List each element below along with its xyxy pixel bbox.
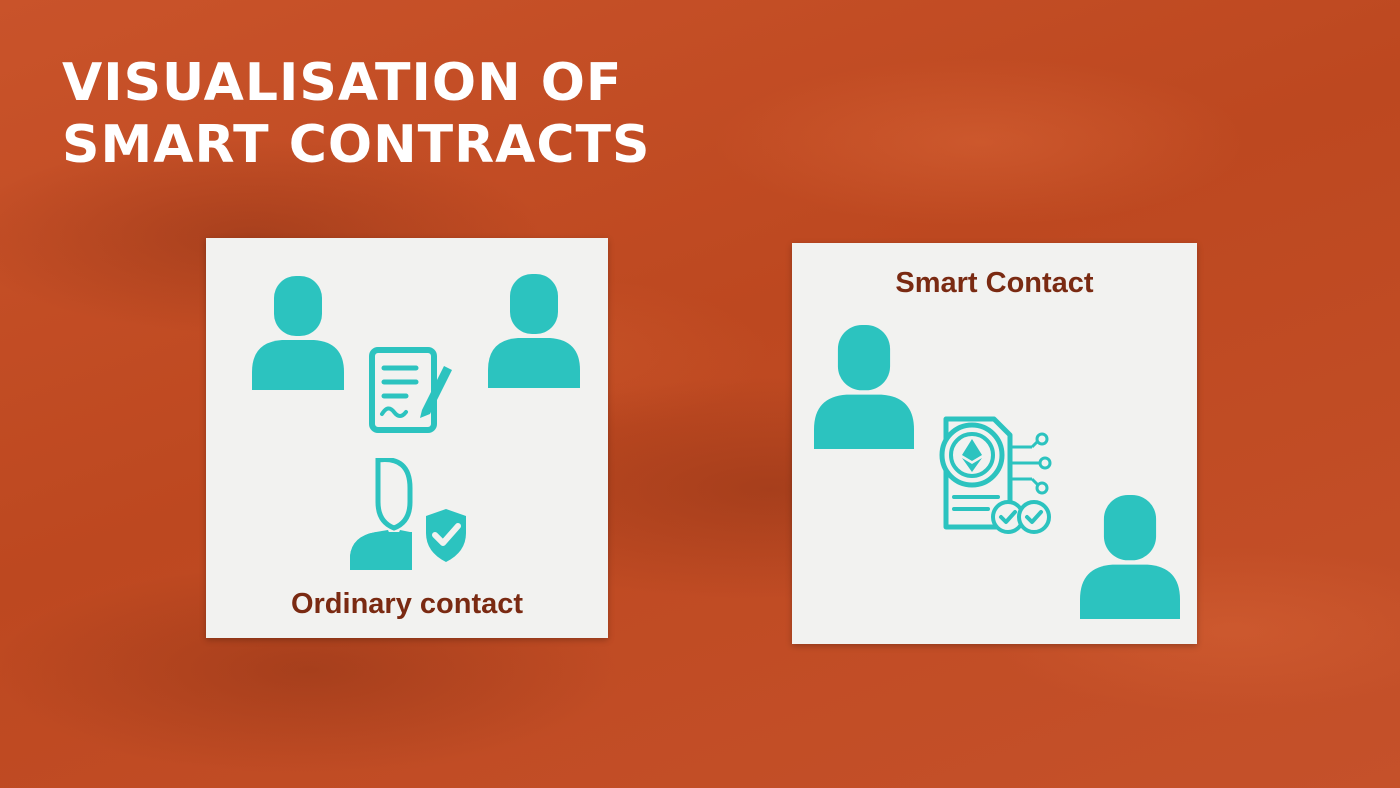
smart-contract-caption: Smart Contact [895,267,1094,299]
person-icon [814,325,914,449]
ethereum-contract-icon [939,416,1052,534]
notary-shield-icon [350,458,472,570]
ordinary-contract-card: Ordinary contact [206,238,608,638]
person-icon [252,276,344,390]
document-signature-icon [369,347,452,433]
person-icon [488,274,580,388]
slide-title-line-1: VISUALISATION OF [62,53,623,113]
slide-title-line-2: SMART CONTRACTS [62,115,651,175]
slide-title: VISUALISATION OF SMART CONTRACTS [62,52,650,176]
smart-contract-card: Smart Contact [792,243,1197,644]
person-icon [1080,495,1180,619]
ordinary-contract-caption: Ordinary contact [290,588,524,620]
